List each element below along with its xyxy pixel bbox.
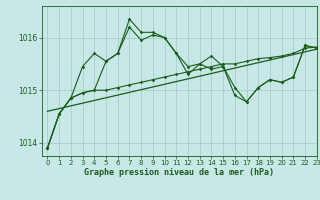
X-axis label: Graphe pression niveau de la mer (hPa): Graphe pression niveau de la mer (hPa)	[84, 168, 274, 177]
